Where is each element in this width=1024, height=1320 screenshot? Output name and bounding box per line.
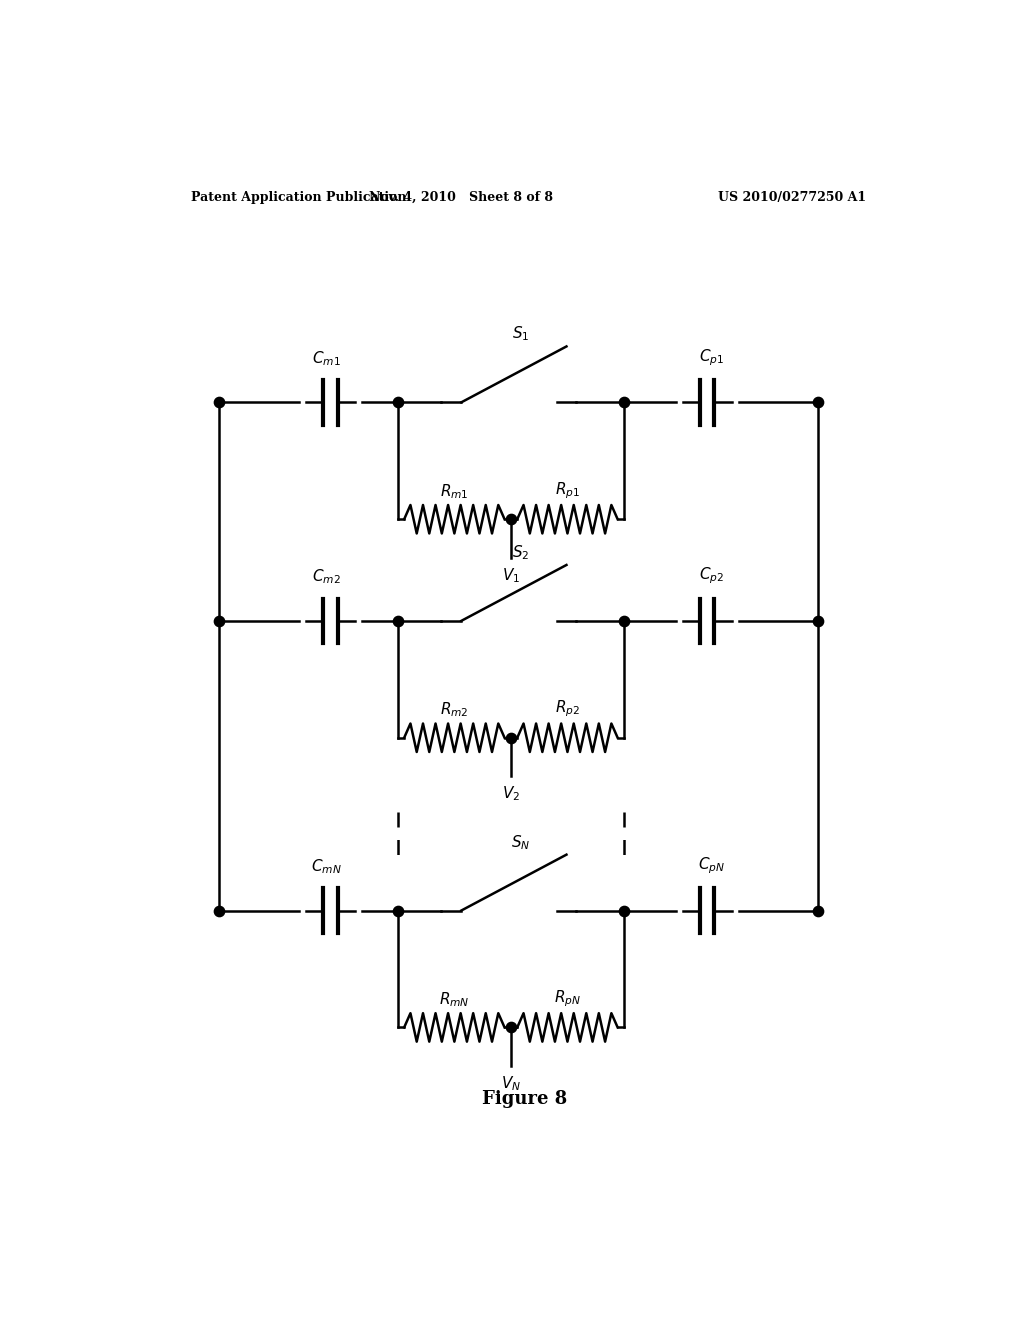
Text: $S_{N}$: $S_{N}$	[511, 833, 530, 851]
Text: $V_{N}$: $V_{N}$	[501, 1074, 521, 1093]
Point	[810, 900, 826, 921]
Text: $C_{p2}$: $C_{p2}$	[698, 566, 724, 586]
Text: Patent Application Publication: Patent Application Publication	[191, 190, 407, 203]
Point	[503, 508, 519, 529]
Text: $V_{1}$: $V_{1}$	[502, 566, 520, 585]
Point	[810, 392, 826, 413]
Text: $C_{m2}$: $C_{m2}$	[312, 568, 341, 586]
Text: $R_{p1}$: $R_{p1}$	[555, 480, 580, 500]
Text: $R_{pN}$: $R_{pN}$	[554, 989, 581, 1008]
Text: $R_{mN}$: $R_{mN}$	[439, 990, 470, 1008]
Text: Figure 8: Figure 8	[482, 1089, 567, 1107]
Text: $C_{p1}$: $C_{p1}$	[698, 347, 724, 368]
Point	[389, 900, 406, 921]
Text: $R_{m1}$: $R_{m1}$	[440, 482, 469, 500]
Text: $S_{1}$: $S_{1}$	[512, 325, 529, 343]
Point	[615, 900, 632, 921]
Point	[503, 727, 519, 748]
Point	[211, 392, 227, 413]
Text: US 2010/0277250 A1: US 2010/0277250 A1	[718, 190, 866, 203]
Text: $C_{pN}$: $C_{pN}$	[697, 855, 725, 876]
Point	[615, 392, 632, 413]
Point	[211, 610, 227, 631]
Text: $V_{2}$: $V_{2}$	[502, 784, 520, 803]
Point	[810, 610, 826, 631]
Text: $C_{m1}$: $C_{m1}$	[312, 348, 341, 368]
Point	[211, 900, 227, 921]
Point	[389, 392, 406, 413]
Text: Nov. 4, 2010   Sheet 8 of 8: Nov. 4, 2010 Sheet 8 of 8	[370, 190, 553, 203]
Text: $R_{m2}$: $R_{m2}$	[440, 701, 469, 719]
Point	[503, 1016, 519, 1038]
Text: $C_{mN}$: $C_{mN}$	[311, 857, 342, 876]
Point	[389, 610, 406, 631]
Text: $R_{p2}$: $R_{p2}$	[555, 698, 580, 719]
Text: $S_{2}$: $S_{2}$	[512, 544, 529, 562]
Point	[615, 610, 632, 631]
